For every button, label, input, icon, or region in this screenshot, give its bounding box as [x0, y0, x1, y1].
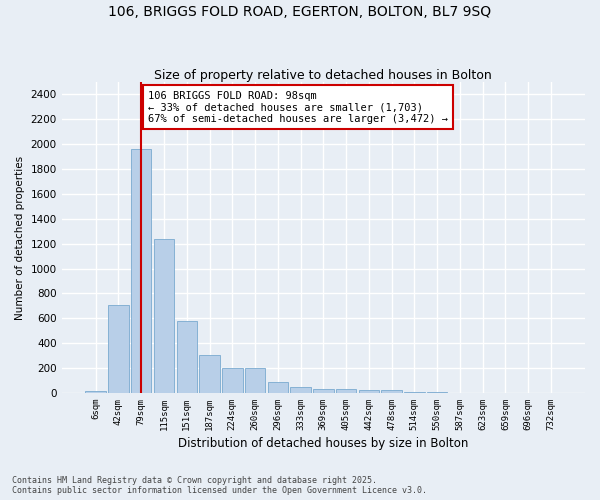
Bar [108, 304, 129, 393]
Bar [359, 390, 379, 393]
Bar [336, 388, 356, 393]
Text: 106 BRIGGS FOLD ROAD: 98sqm
← 33% of detached houses are smaller (1,703)
67% of : 106 BRIGGS FOLD ROAD: 98sqm ← 33% of det… [148, 90, 448, 124]
Bar [404, 392, 425, 393]
Y-axis label: Number of detached properties: Number of detached properties [15, 156, 25, 320]
Bar [154, 238, 174, 393]
Bar [290, 388, 311, 393]
X-axis label: Distribution of detached houses by size in Bolton: Distribution of detached houses by size … [178, 437, 469, 450]
Bar [199, 355, 220, 393]
Bar [382, 390, 402, 393]
Title: Size of property relative to detached houses in Bolton: Size of property relative to detached ho… [154, 69, 492, 82]
Text: Contains HM Land Registry data © Crown copyright and database right 2025.
Contai: Contains HM Land Registry data © Crown c… [12, 476, 427, 495]
Bar [427, 392, 448, 393]
Bar [131, 149, 151, 393]
Bar [245, 368, 265, 393]
Bar [85, 391, 106, 393]
Text: 106, BRIGGS FOLD ROAD, EGERTON, BOLTON, BL7 9SQ: 106, BRIGGS FOLD ROAD, EGERTON, BOLTON, … [109, 5, 491, 19]
Bar [313, 388, 334, 393]
Bar [176, 321, 197, 393]
Bar [222, 368, 242, 393]
Bar [268, 382, 288, 393]
